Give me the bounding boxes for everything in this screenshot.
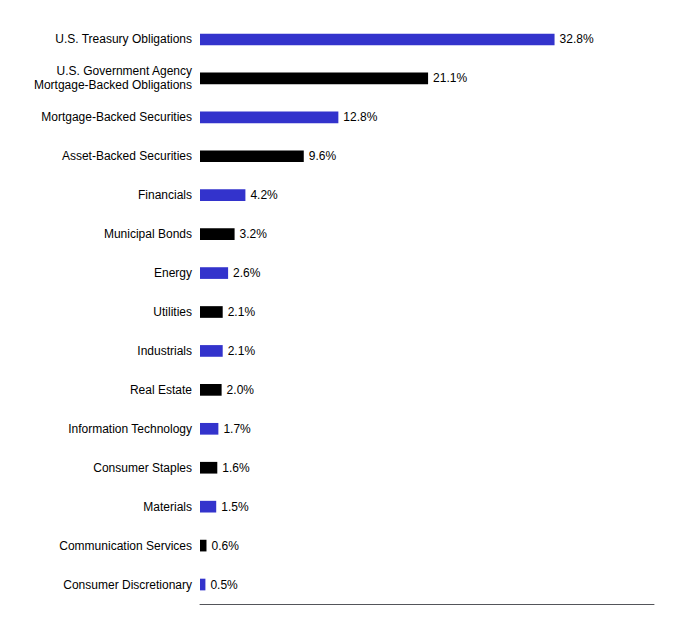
svg-text:0.5%: 0.5% [210,578,238,592]
svg-text:1.6%: 1.6% [222,461,250,475]
svg-text:4.2%: 4.2% [250,188,278,202]
svg-text:Utilities: Utilities [153,305,192,319]
svg-text:Consumer Discretionary: Consumer Discretionary [63,578,192,592]
svg-text:32.8%: 32.8% [560,32,594,46]
svg-text:Communication Services: Communication Services [59,539,192,553]
svg-text:Financials: Financials [138,188,192,202]
svg-text:Mortgage-Backed Securities: Mortgage-Backed Securities [41,110,192,124]
svg-text:2.6%: 2.6% [233,266,261,280]
svg-text:Mortgage-Backed Obligations: Mortgage-Backed Obligations [34,78,192,92]
svg-text:12.8%: 12.8% [343,110,377,124]
svg-text:Asset-Backed Securities: Asset-Backed Securities [62,149,192,163]
svg-text:Consumer Staples: Consumer Staples [93,461,192,475]
svg-text:2.1%: 2.1% [228,344,256,358]
svg-text:1.7%: 1.7% [223,422,251,436]
svg-text:Real Estate: Real Estate [130,383,192,397]
svg-text:2.1%: 2.1% [228,305,256,319]
svg-text:Municipal Bonds: Municipal Bonds [104,227,192,241]
svg-text:Information Technology: Information Technology [68,422,192,436]
svg-text:Energy: Energy [154,266,192,280]
svg-text:Materials: Materials [143,500,192,514]
svg-text:3.2%: 3.2% [240,227,268,241]
svg-text:U.S. Treasury Obligations: U.S. Treasury Obligations [55,32,192,46]
svg-text:U.S. Government Agency: U.S. Government Agency [57,64,192,78]
svg-text:2.0%: 2.0% [227,383,255,397]
svg-text:9.6%: 9.6% [309,149,337,163]
svg-text:21.1%: 21.1% [433,71,467,85]
svg-text:Industrials: Industrials [137,344,192,358]
svg-text:1.5%: 1.5% [221,500,249,514]
svg-text:0.6%: 0.6% [211,539,239,553]
